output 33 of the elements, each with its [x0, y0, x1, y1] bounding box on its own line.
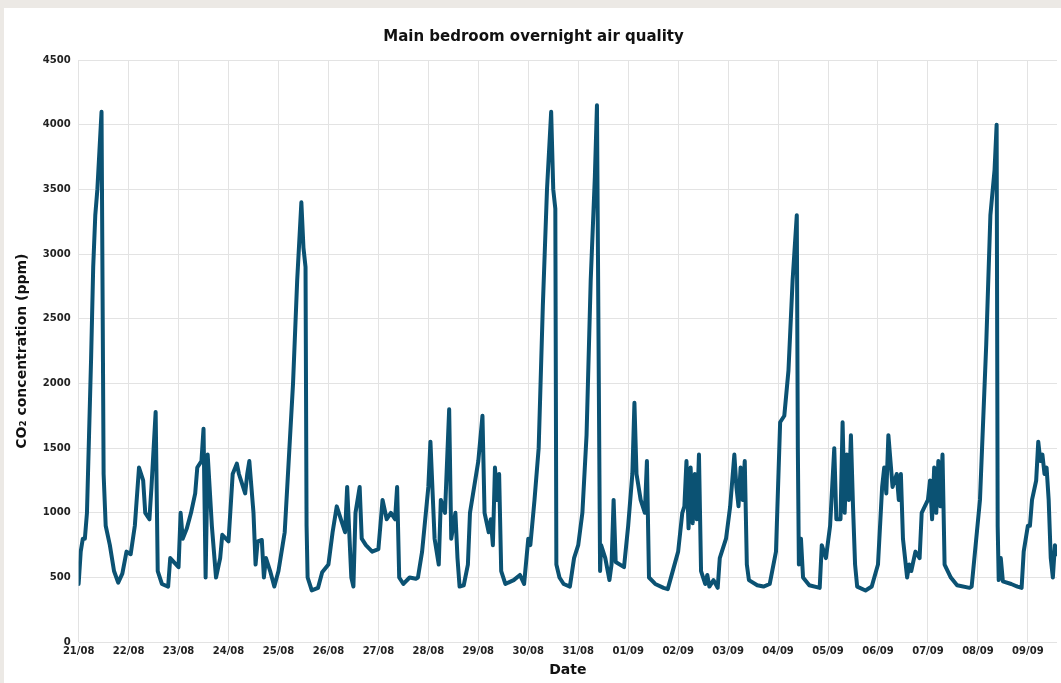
- x-tick-label: 24/08: [212, 644, 245, 656]
- x-tick-label: 25/08: [262, 644, 295, 656]
- x-tick-label: 23/08: [162, 644, 195, 656]
- x-tick-label: 03/09: [712, 644, 744, 656]
- x-tick-label: 09/09: [1012, 644, 1044, 656]
- y-tick-label: 2500: [42, 312, 71, 324]
- x-tick-label: 29/08: [462, 644, 495, 656]
- y-tick-label: 0: [63, 635, 71, 647]
- x-tick-label: 21/08: [62, 644, 95, 656]
- y-tick-label: 1500: [42, 441, 71, 453]
- y-tick-label: 2000: [42, 377, 71, 389]
- y-tick-label: 3000: [42, 247, 71, 259]
- x-tick-label: 27/08: [362, 644, 395, 656]
- y-tick-label: 3500: [42, 182, 71, 194]
- x-tick-label: 02/09: [662, 644, 694, 656]
- x-tick-label: 08/09: [962, 644, 994, 656]
- x-axis-title: Date: [549, 661, 587, 678]
- x-tick-label: 26/08: [312, 644, 345, 656]
- x-tick-label: 22/08: [112, 644, 145, 656]
- y-tick-label: 4500: [42, 53, 71, 65]
- x-tick-label: 04/09: [762, 644, 794, 656]
- y-tick-label: 500: [49, 571, 71, 583]
- y-axis-title: CO₂ concentration (ppm): [13, 253, 30, 449]
- x-tick-label: 07/09: [912, 644, 944, 656]
- x-tick-label: 28/08: [412, 644, 445, 656]
- x-tick-label: 05/09: [812, 644, 844, 656]
- x-tick-label: 06/09: [862, 644, 894, 656]
- x-tick-label: 30/08: [512, 644, 545, 656]
- x-tick-label: 01/09: [612, 644, 644, 656]
- y-tick-label: 4000: [42, 118, 71, 130]
- y-tick-label: 1000: [42, 506, 71, 518]
- chart-title: Main bedroom overnight air quality: [383, 26, 684, 45]
- x-tick-label: 31/08: [562, 644, 595, 656]
